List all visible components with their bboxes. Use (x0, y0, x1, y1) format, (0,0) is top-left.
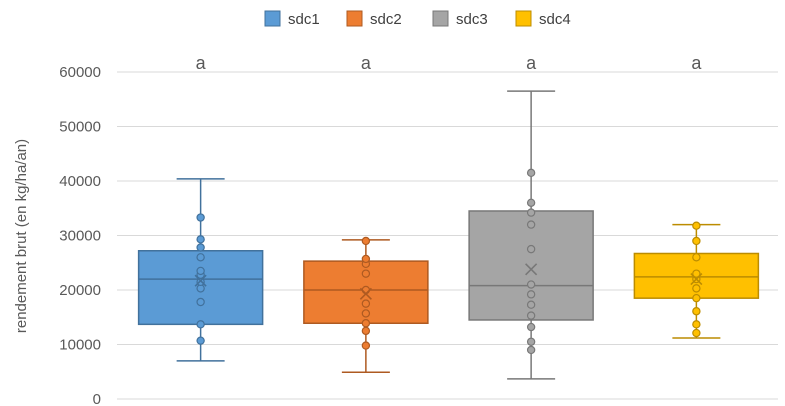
y-tick-label: 50000 (59, 119, 101, 136)
y-tick-label: 20000 (59, 282, 101, 299)
mean-stroke (359, 287, 372, 300)
y-tick-label: 30000 (59, 228, 101, 245)
data-point (526, 311, 536, 320)
data-point (196, 213, 205, 222)
y-tick-label: 10000 (59, 337, 101, 354)
y-axis-ticks: 0 10000 20000 30000 40000 50000 60000 (59, 64, 101, 406)
box-sdc4 (633, 221, 760, 339)
data-point (526, 290, 536, 299)
data-point (196, 297, 205, 307)
data-point (361, 254, 371, 264)
data-point (526, 322, 536, 332)
legend-label-sdc1: sdc1 (288, 11, 320, 28)
y-tick-label: 40000 (59, 173, 101, 190)
data-point (692, 320, 701, 329)
data-point (692, 221, 701, 230)
significance-label-sdc4: a (691, 53, 702, 73)
data-point (692, 269, 701, 278)
data-point (526, 244, 536, 254)
legend: sdc1 sdc2 sdc3 sdc4 (264, 10, 571, 28)
significance-label-sdc1: a (196, 53, 207, 73)
significance-label-sdc3: a (526, 53, 537, 73)
data-point (692, 284, 701, 293)
data-point (526, 208, 536, 217)
mean-stroke (194, 274, 207, 287)
data-point (196, 336, 205, 345)
data-point (526, 337, 536, 346)
data-point (526, 168, 536, 178)
data-point (526, 345, 536, 355)
y-tick-label: 0 (93, 391, 101, 406)
box-sdc1 (137, 178, 264, 362)
data-point (361, 285, 371, 295)
legend-label-sdc2: sdc2 (370, 11, 402, 28)
mean-stroke (525, 263, 538, 276)
data-point (196, 266, 205, 276)
data-point (196, 243, 205, 252)
data-point (692, 293, 701, 303)
data-point (692, 328, 701, 338)
data-point (361, 236, 371, 246)
data-point (361, 319, 371, 328)
mean-stroke (690, 273, 703, 286)
legend-swatch-sdc4 (515, 10, 532, 27)
data-point (526, 300, 536, 309)
mean-marker (359, 287, 372, 300)
y-axis-title: rendement brut (en kg/ha/an) (13, 139, 30, 333)
box-sdc3 (468, 90, 594, 380)
significance-label-sdc2: a (361, 53, 372, 73)
legend-swatch-sdc3 (432, 10, 449, 27)
legend-label-sdc3: sdc3 (456, 11, 488, 28)
data-point (196, 320, 205, 329)
data-point (526, 280, 536, 289)
gridlines (117, 71, 778, 400)
data-point (361, 309, 371, 318)
data-point (692, 253, 701, 262)
data-point (692, 236, 701, 246)
legend-swatch-sdc1 (264, 10, 281, 27)
data-point (361, 326, 371, 336)
data-point (361, 299, 371, 308)
mean-marker (525, 263, 538, 276)
mean-marker (194, 274, 207, 287)
data-point (692, 307, 701, 316)
data-point (196, 253, 205, 262)
boxes (137, 90, 760, 380)
box-sdc2 (303, 236, 429, 374)
legend-label-sdc4: sdc4 (539, 11, 571, 28)
data-point (526, 198, 536, 207)
data-point (361, 341, 371, 350)
mean-marker (690, 273, 703, 286)
legend-swatch-sdc2 (346, 10, 363, 27)
data-point (526, 220, 536, 229)
data-point (196, 235, 205, 244)
y-tick-label: 60000 (59, 64, 101, 81)
data-point (361, 269, 371, 278)
